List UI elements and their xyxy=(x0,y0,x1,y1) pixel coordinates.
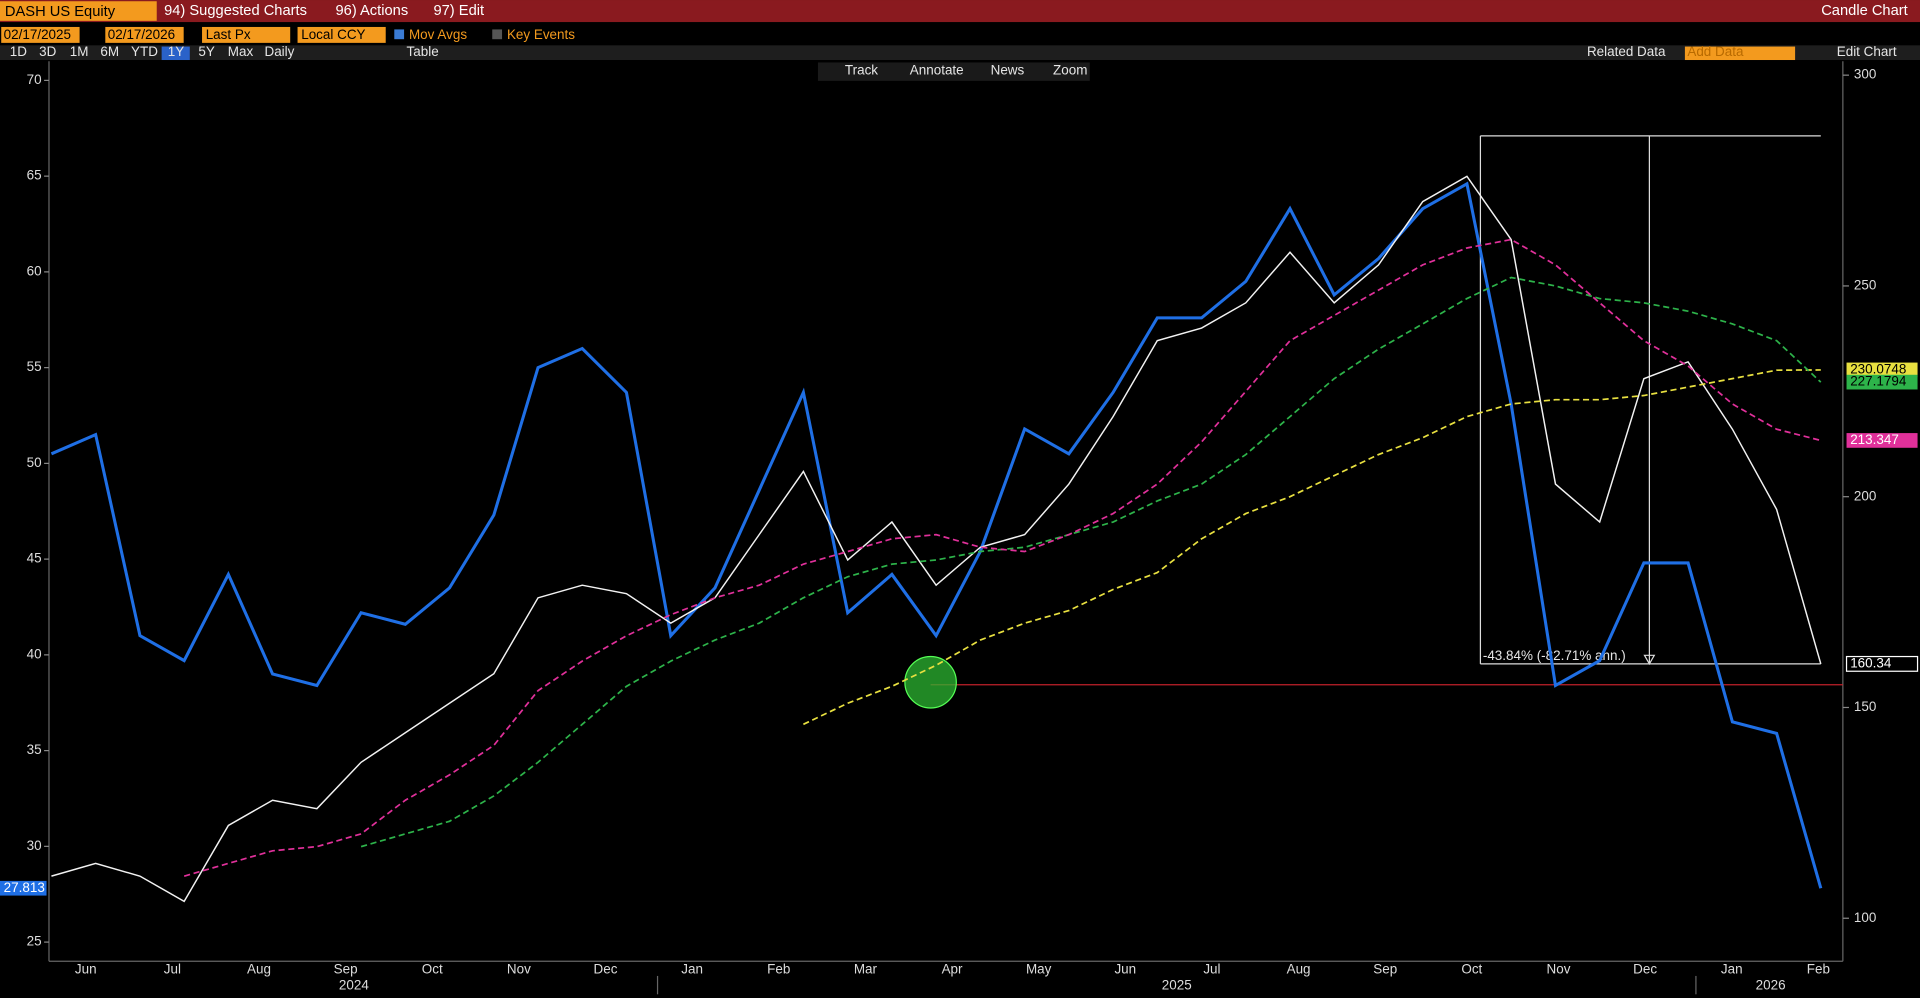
tool-strip xyxy=(817,62,1090,81)
range-button[interactable]: Max xyxy=(228,44,254,59)
edit-chart[interactable]: Edit Chart xyxy=(1837,44,1897,59)
range-button[interactable]: 6M xyxy=(100,44,119,59)
y-tick-label: 60 xyxy=(27,263,42,278)
date-field[interactable] xyxy=(1,26,80,43)
date-field[interactable] xyxy=(105,26,184,43)
start-date: 02/17/2025 xyxy=(4,27,71,42)
y-tick-label: 55 xyxy=(27,359,42,374)
x-tick-label: Aug xyxy=(1287,961,1311,976)
range-bar xyxy=(0,45,1920,61)
x-tick-label: Jun xyxy=(75,961,97,976)
tool[interactable]: News xyxy=(991,63,1025,78)
title-bar xyxy=(0,0,1920,23)
x-tick-label: May xyxy=(1026,961,1052,976)
price-field: Last Px xyxy=(206,27,251,42)
ticker-box[interactable] xyxy=(0,1,157,21)
range-button[interactable]: YTD xyxy=(131,44,158,59)
series-line xyxy=(360,276,1822,848)
x-tick-label: Nov xyxy=(507,961,531,976)
x-tick-label: Jul xyxy=(164,961,181,976)
x-tick-label: Mar xyxy=(854,961,878,976)
x-tick-label: Apr xyxy=(942,961,963,976)
range-button[interactable]: 1D xyxy=(10,44,27,59)
x-tick-label: Jun xyxy=(1114,961,1136,976)
end-label-box xyxy=(1846,433,1918,448)
x-tick-label: Jan xyxy=(681,961,703,976)
y-tick-label: 65 xyxy=(27,168,42,183)
x-tick-label: Sep xyxy=(334,961,358,976)
range-button[interactable]: 5Y xyxy=(198,44,214,59)
year-label: 2024 xyxy=(339,977,369,992)
end-label: 227.1794 xyxy=(1850,374,1907,389)
related-data[interactable]: Related Data xyxy=(1587,44,1666,59)
x-tick-label: Jan xyxy=(1721,961,1743,976)
y2-tick-label: 100 xyxy=(1854,910,1876,925)
x-tick-label: Oct xyxy=(422,961,443,976)
series-line xyxy=(50,181,1823,889)
year-label: 2025 xyxy=(1162,977,1192,992)
checkbox[interactable] xyxy=(394,29,405,40)
range-button[interactable]: 1Y xyxy=(168,44,184,59)
x-tick-label: Aug xyxy=(247,961,271,976)
series-line xyxy=(803,369,1821,726)
range-button[interactable]: 1M xyxy=(70,44,89,59)
table-button[interactable]: Table xyxy=(407,44,439,59)
ticker: DASH US Equity xyxy=(5,4,116,20)
y2-tick-label: 250 xyxy=(1854,277,1876,292)
x-tick-label: Nov xyxy=(1547,961,1571,976)
x-tick-label: Feb xyxy=(1807,961,1830,976)
currency: Local CCY xyxy=(301,27,365,42)
tool[interactable]: Zoom xyxy=(1053,63,1087,78)
end-label-box xyxy=(1845,655,1919,672)
y-tick-label: 45 xyxy=(27,551,42,566)
y-tick-label: 35 xyxy=(27,742,42,757)
menu-item[interactable]: 94) Suggested Charts xyxy=(164,3,307,19)
x-tick-label: Sep xyxy=(1373,961,1397,976)
mov-avgs: Mov Avgs xyxy=(409,27,467,42)
checkbox[interactable] xyxy=(492,29,503,40)
series-line xyxy=(183,238,1822,877)
range-selected xyxy=(161,46,190,61)
end-label-box xyxy=(1846,362,1918,378)
measure-label: -43.84% (-82.71% ann.) xyxy=(1483,648,1626,663)
y2-tick-label: 150 xyxy=(1854,699,1876,714)
chart-kind: Candle Chart xyxy=(1821,3,1908,19)
y-tick-label: 50 xyxy=(27,455,42,470)
range-button[interactable]: 3D xyxy=(39,44,56,59)
end-label: 160.34 xyxy=(1850,655,1892,670)
field-box[interactable] xyxy=(202,26,291,43)
x-tick-label: Dec xyxy=(594,961,618,976)
end-date: 02/17/2026 xyxy=(108,27,175,42)
y2-tick-label: 200 xyxy=(1854,488,1876,503)
key-events: Key Events xyxy=(507,27,575,42)
end-label-box xyxy=(1846,374,1918,390)
y2-tick-label: 300 xyxy=(1854,67,1876,82)
tool[interactable]: Track xyxy=(845,63,878,78)
period[interactable]: Daily xyxy=(264,44,294,59)
y-tick-label: 25 xyxy=(27,934,42,949)
series-line xyxy=(51,175,1822,903)
x-tick-label: Oct xyxy=(1461,961,1482,976)
y-tick-label: 40 xyxy=(27,646,42,661)
x-tick-label: Jul xyxy=(1203,961,1220,976)
measure-arrow xyxy=(1643,654,1656,666)
end-label: 213.347 xyxy=(1850,432,1899,447)
year-label: 2026 xyxy=(1756,977,1786,992)
y-tick-label: 70 xyxy=(27,72,42,87)
highlight-circle xyxy=(904,655,957,709)
end-label: 230.0748 xyxy=(1850,361,1906,376)
x-tick-label: Feb xyxy=(767,961,790,976)
add-data-box[interactable] xyxy=(1684,46,1796,61)
field-box[interactable] xyxy=(297,26,386,43)
add-data: Add Data xyxy=(1687,44,1744,59)
x-tick-label: Dec xyxy=(1633,961,1657,976)
end-label-box xyxy=(0,880,47,896)
end-label: 27.813 xyxy=(4,880,45,895)
tool[interactable]: Annotate xyxy=(910,63,964,78)
menu-item[interactable]: 96) Actions xyxy=(336,3,409,19)
menu-item[interactable]: 97) Edit xyxy=(433,3,484,19)
y-tick-label: 30 xyxy=(27,838,42,853)
